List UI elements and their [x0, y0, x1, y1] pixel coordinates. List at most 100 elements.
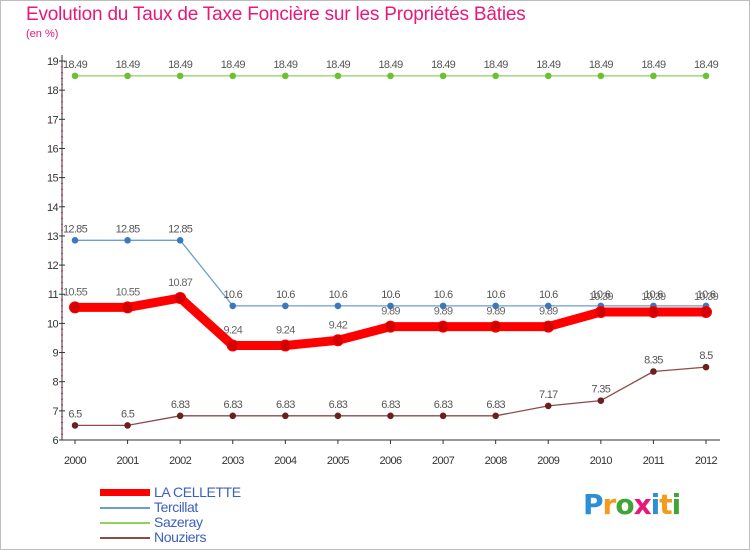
point-sazeray [176, 72, 184, 80]
data-label-nouziers: 6.83 [486, 399, 505, 411]
point-tercillat [229, 302, 237, 310]
y-tick-label: 10 [47, 318, 59, 330]
data-label-la-cellette: 9.89 [381, 306, 400, 318]
point-la-cellette [594, 306, 607, 319]
point-la-cellette [384, 320, 397, 333]
point-nouziers [439, 412, 447, 420]
y-tick-label: 18 [47, 85, 59, 97]
point-tercillat [124, 236, 131, 244]
point-la-cellette [279, 339, 292, 352]
y-tick-label: 8 [52, 377, 58, 389]
logo-letter: t [659, 488, 672, 521]
point-sazeray [650, 72, 657, 80]
data-label-sazeray: 18.49 [221, 59, 246, 71]
point-la-cellette [647, 306, 660, 319]
x-tick-label: 2006 [379, 455, 402, 467]
point-sazeray [544, 72, 552, 80]
point-la-cellette [542, 320, 555, 333]
data-label-nouziers: 8.5 [699, 350, 713, 362]
x-tick-label: 2001 [117, 455, 140, 467]
data-label-tercillat: 10.6 [486, 289, 505, 301]
y-axis-unit-label: (en %) [26, 28, 59, 40]
data-label-la-cellette: 9.89 [539, 306, 558, 318]
data-label-tercillat: 10.6 [381, 289, 400, 301]
data-label-sazeray: 18.49 [536, 59, 561, 71]
chart-axes: 6 7 8 9 10 11 12 13 14 15 16 17 18 19 2000 2001 2002 2003… [47, 55, 720, 467]
data-label-la-cellette: 10.87 [168, 277, 193, 289]
data-label-la-cellette: 9.24 [276, 325, 295, 337]
y-tick-label: 13 [47, 231, 59, 243]
y-tick-label: 6 [52, 435, 58, 447]
y-tick-label: 14 [47, 202, 59, 214]
data-label-tercillat: 10.6 [434, 289, 453, 301]
data-label-nouziers: 8.35 [644, 354, 663, 366]
data-label-la-cellette: 10.39 [589, 291, 614, 303]
data-label-tercillat: 10.6 [329, 289, 348, 301]
data-label-la-cellette: 10.39 [641, 291, 666, 303]
data-label-la-cellette: 9.24 [223, 325, 242, 337]
data-label-la-cellette: 9.42 [329, 319, 348, 331]
data-label-tercillat: 10.6 [592, 289, 611, 301]
point-sazeray [229, 72, 237, 80]
point-tercillat [176, 236, 184, 244]
point-nouziers [387, 412, 394, 420]
y-tick-label: 19 [47, 56, 59, 68]
point-sazeray [597, 72, 605, 80]
data-label-nouziers: 7.35 [592, 384, 611, 396]
data-label-sazeray: 18.49 [63, 59, 88, 71]
data-label-sazeray: 18.49 [378, 59, 403, 71]
data-label-sazeray: 18.49 [326, 59, 351, 71]
legend-label-sazeray: Sazeray [154, 514, 203, 530]
data-label-nouziers: 6.83 [434, 399, 453, 411]
point-nouziers [334, 412, 342, 420]
point-tercillat [71, 236, 79, 244]
point-sazeray [71, 72, 79, 80]
point-sazeray [387, 72, 394, 80]
data-label-nouziers: 6.5 [121, 408, 135, 420]
x-tick-label: 2002 [169, 455, 192, 467]
data-label-sazeray: 18.49 [273, 59, 298, 71]
point-sazeray [492, 72, 499, 80]
logo-letter: P [583, 488, 604, 521]
point-sazeray [702, 72, 710, 80]
x-tick-label: 2009 [537, 455, 560, 467]
point-nouziers [229, 412, 237, 420]
x-tick-label: 2004 [274, 455, 297, 467]
legend-label-nouziers: Nouziers [154, 529, 207, 545]
data-label-la-cellette: 10.55 [63, 286, 88, 298]
point-tercillat [334, 302, 342, 310]
point-la-cellette [489, 320, 502, 333]
data-labels-layer: 10.55 10.55 10.87 9.24 9.24 9.42 9.89 9.89 9.89 9… [63, 59, 719, 421]
series-layer [69, 72, 712, 429]
y-tick-label: 17 [47, 114, 59, 126]
point-tercillat [544, 302, 552, 310]
point-la-cellette [437, 320, 450, 333]
data-label-tercillat: 10.6 [223, 289, 242, 301]
data-label-sazeray: 18.49 [168, 59, 193, 71]
chart-title: Evolution du Taux de Taxe Foncière sur l… [26, 4, 526, 25]
point-sazeray [124, 72, 131, 80]
legend-swatch-nouziers [100, 537, 150, 539]
x-tick-label: 2011 [643, 455, 665, 467]
point-nouziers [597, 397, 605, 404]
data-label-sazeray: 18.49 [589, 59, 614, 71]
data-label-nouziers: 6.83 [276, 399, 295, 411]
x-tick-label: 2000 [64, 455, 87, 467]
data-label-nouziers: 6.83 [223, 399, 242, 411]
logo-letter: i [671, 488, 682, 521]
y-tick-label: 15 [47, 173, 59, 185]
legend-swatch-sazeray [100, 522, 150, 524]
x-tick-label: 2007 [432, 455, 455, 467]
data-label-la-cellette: 10.39 [694, 291, 719, 303]
data-label-tercillat: 10.6 [697, 289, 716, 301]
data-label-tercillat: 10.6 [539, 289, 558, 301]
y-tick-label: 12 [47, 260, 59, 272]
data-label-nouziers: 6.83 [381, 399, 400, 411]
point-la-cellette [69, 301, 81, 314]
data-label-nouziers: 7.17 [539, 389, 558, 401]
point-nouziers [544, 402, 552, 410]
data-label-sazeray: 18.49 [484, 59, 509, 71]
point-tercillat [387, 302, 394, 310]
data-label-tercillat: 12.85 [116, 223, 141, 235]
